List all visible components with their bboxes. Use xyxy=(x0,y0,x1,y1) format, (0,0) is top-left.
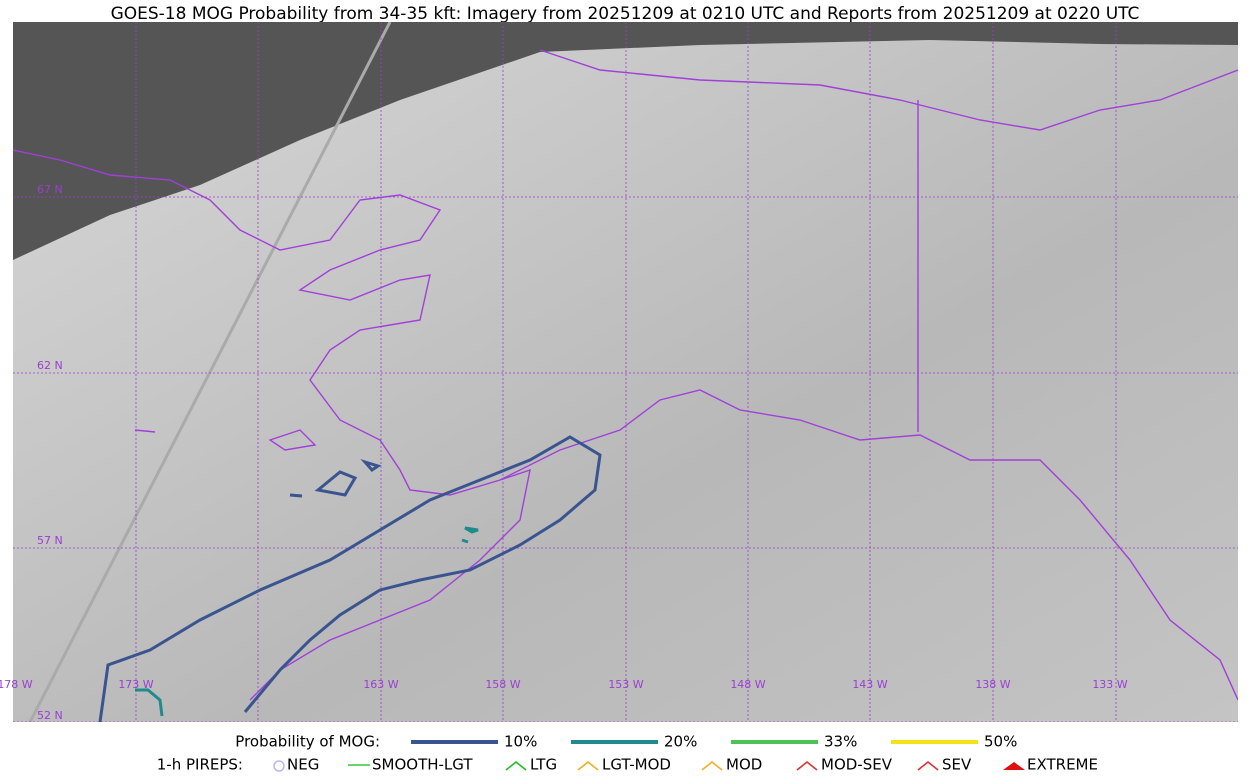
title: GOES-18 MOG Probability from 34-35 kft: … xyxy=(111,4,1140,24)
legend-label: LTG xyxy=(530,756,557,774)
legend-title: 1-h PIREPS: xyxy=(157,756,243,774)
legend-icon xyxy=(505,760,527,771)
graticule xyxy=(13,22,1238,722)
lon-label: 178 W xyxy=(0,678,33,691)
legend-label: EXTREME xyxy=(1027,756,1098,774)
lat-label: 67 N xyxy=(37,183,63,196)
lon-label: 163 W xyxy=(363,678,398,691)
legend-icon xyxy=(917,760,939,771)
no-data-region xyxy=(13,22,1238,260)
coastline xyxy=(13,49,1238,701)
legend-label: SMOOTH-LGT xyxy=(372,756,473,774)
lon-label: 158 W xyxy=(485,678,520,691)
legend-label: 20% xyxy=(664,733,697,751)
legend-label: MOD-SEV xyxy=(821,756,893,774)
legend-icon xyxy=(701,760,723,771)
lon-label: 173 W xyxy=(118,678,153,691)
map xyxy=(13,22,1238,722)
legend-label: 10% xyxy=(504,733,537,751)
legend-title: Probability of MOG: xyxy=(235,733,380,751)
legend-label: 50% xyxy=(984,733,1017,751)
lon-label: 148 W xyxy=(730,678,765,691)
probability-legend: 10% 20% 33% 50% xyxy=(411,733,1017,751)
lat-label: 52 N xyxy=(37,709,63,722)
legend-label: 33% xyxy=(824,733,857,751)
legend-label: SEV xyxy=(942,756,972,774)
legend-label: NEG xyxy=(287,756,319,774)
lon-label: 143 W xyxy=(852,678,887,691)
legend-icon xyxy=(1003,762,1025,770)
legend-icon xyxy=(796,760,818,771)
contour-10 xyxy=(98,435,602,722)
lon-label: 153 W xyxy=(608,678,643,691)
legend-label: MOD xyxy=(726,756,762,774)
legend-icon xyxy=(577,760,599,771)
scan-line xyxy=(28,22,392,722)
legend-icon xyxy=(273,760,285,772)
contour-20 xyxy=(135,526,479,717)
lat-label: 62 N xyxy=(37,359,63,372)
legend-label: LGT-MOD xyxy=(602,756,671,774)
pirep-legend: NEG SMOOTH-LGT LTG LGT-MOD MOD MOD-SEV SEV EXTR… xyxy=(273,756,1098,774)
lat-label: 57 N xyxy=(37,534,63,547)
lon-label: 138 W xyxy=(975,678,1010,691)
lon-label: 133 W xyxy=(1092,678,1127,691)
